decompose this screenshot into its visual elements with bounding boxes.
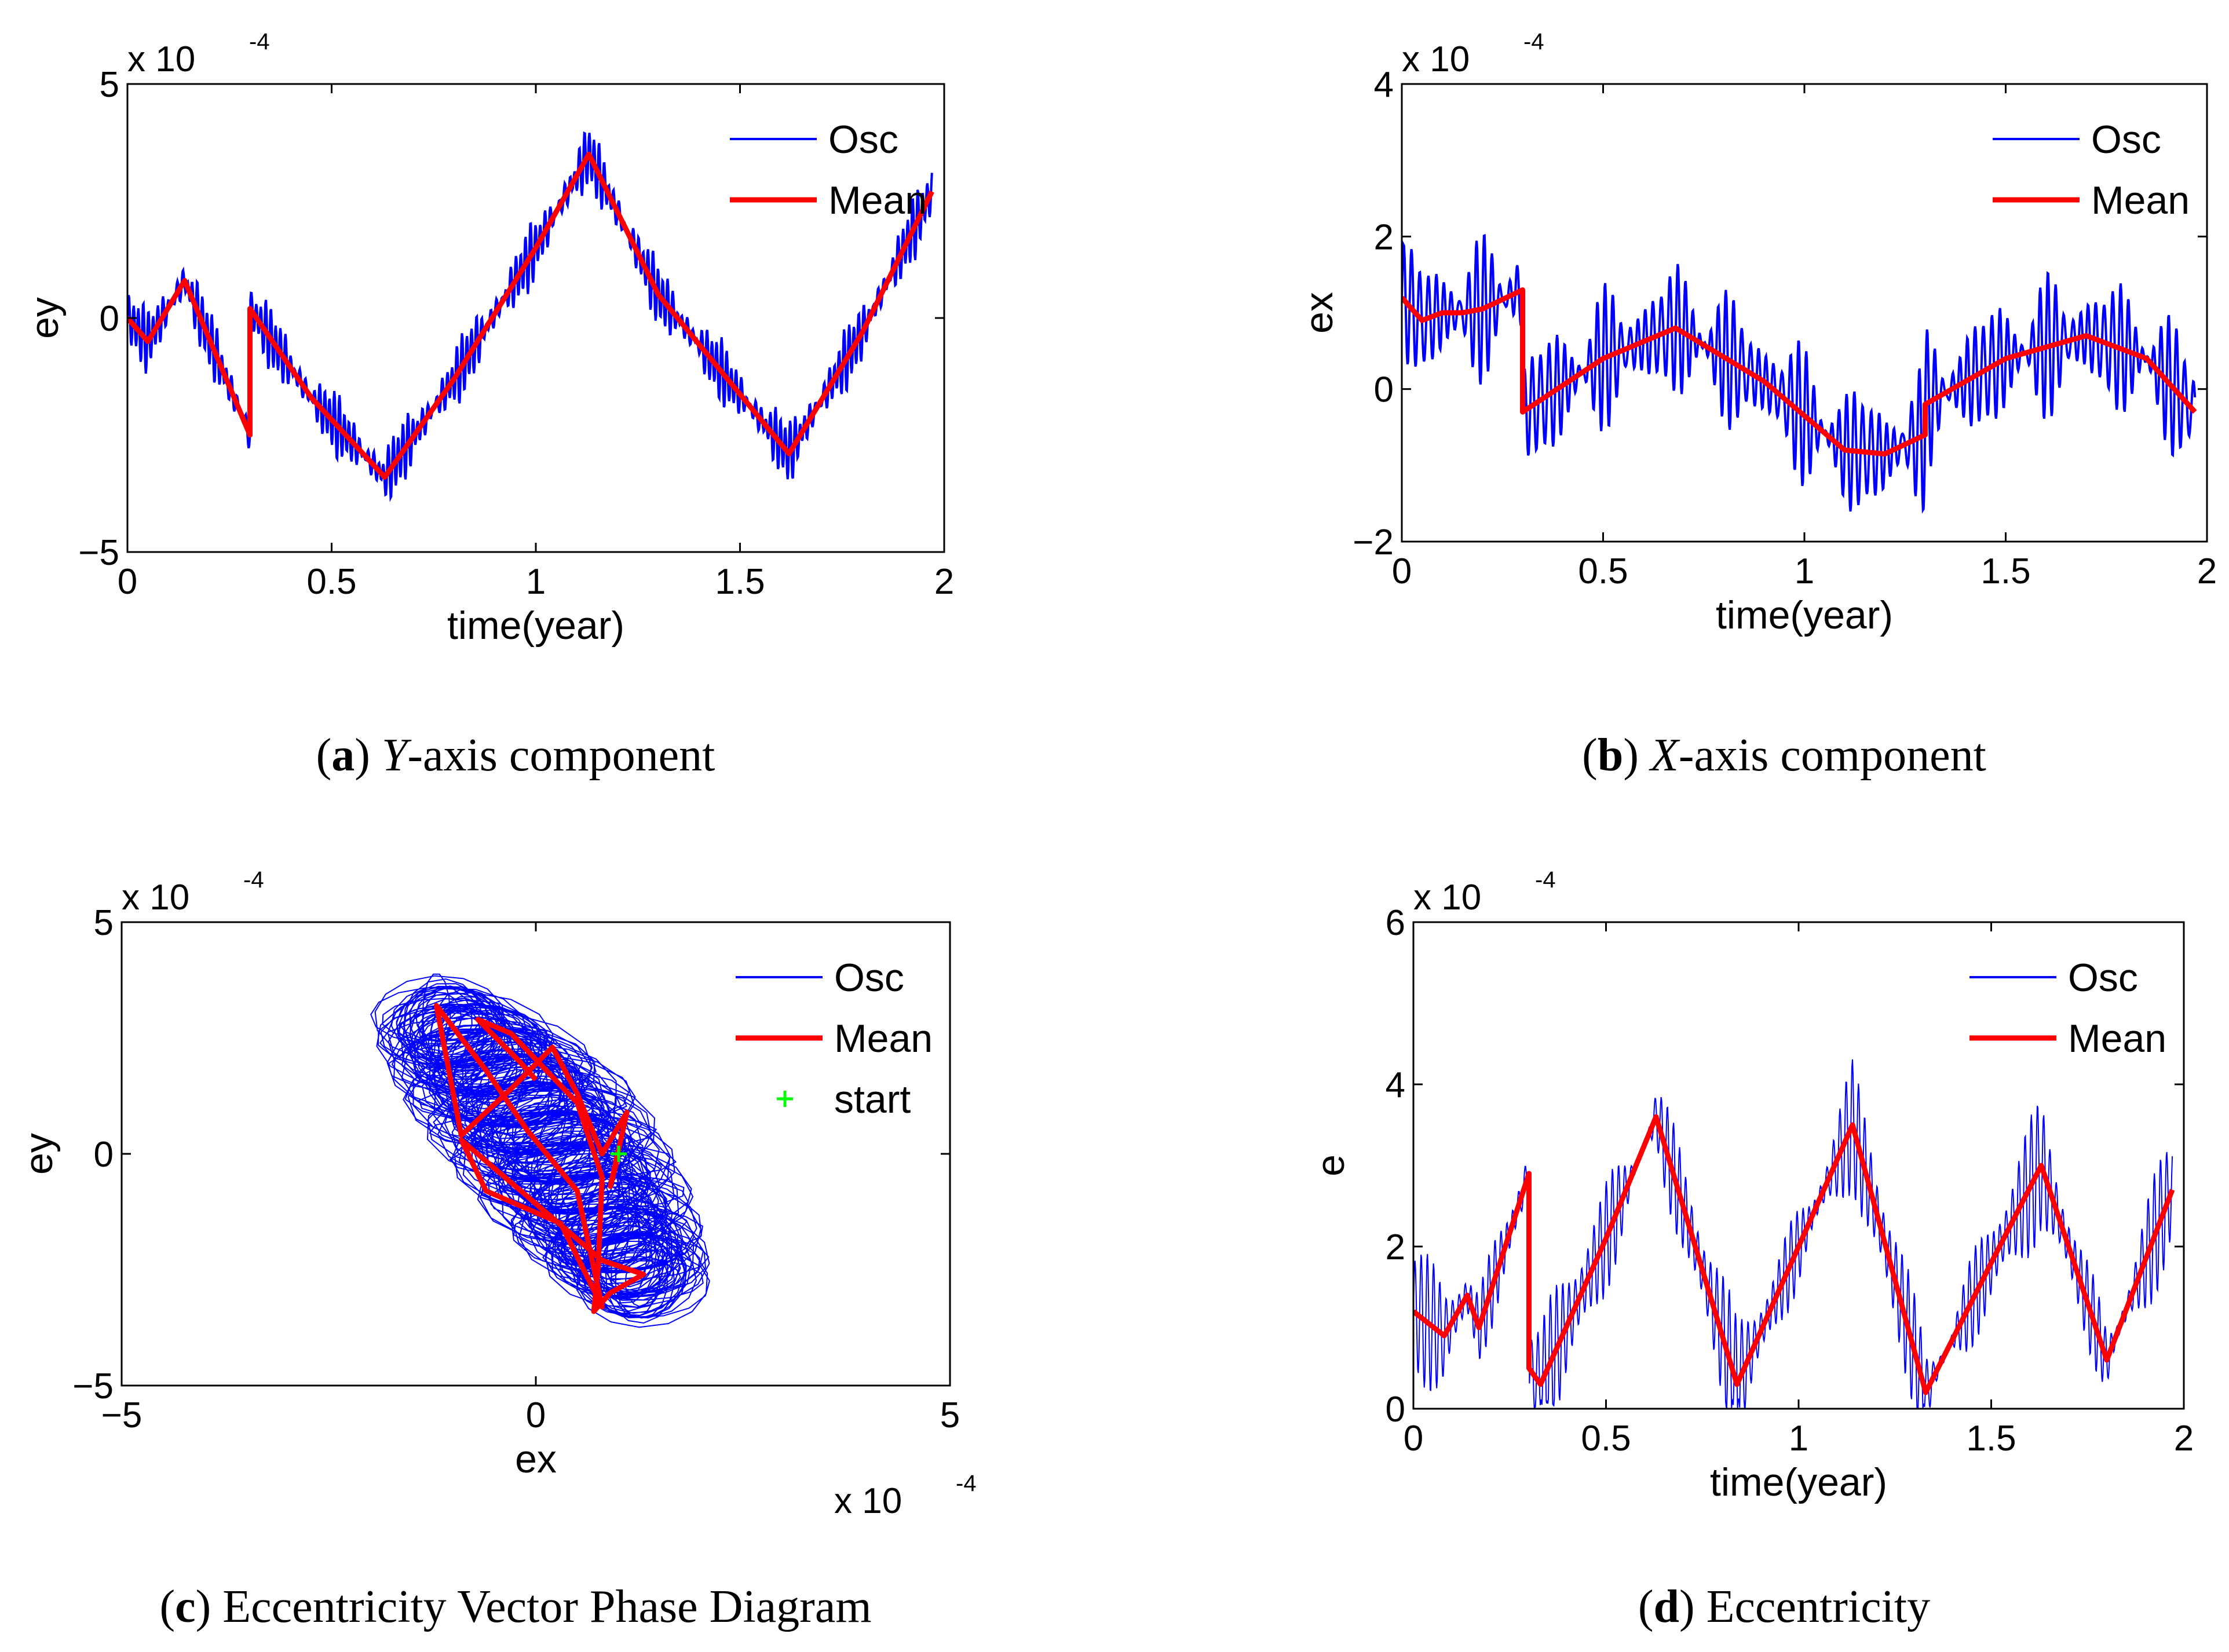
x-tick-label: 0 <box>118 562 137 602</box>
x-tick-label: 1 <box>526 562 546 602</box>
chart-c: −5 0 5 −5 0 5 ex ey x 10 -4 x 10 -4 Osc Mean start (c) … <box>17 867 977 1632</box>
y-tick-label: 0 <box>94 1135 114 1175</box>
x-axis-label: time(year) <box>1710 1460 1887 1504</box>
y-tick-label: 6 <box>1386 903 1405 943</box>
x-tick-label: 1.5 <box>715 562 765 602</box>
x-multiplier: x 10 <box>834 1481 902 1521</box>
x-tick-label: 0.5 <box>306 562 356 602</box>
y-axis-label: ey <box>17 1133 61 1175</box>
y-multiplier: x 10 <box>122 878 189 918</box>
y-tick-label: −5 <box>72 1366 114 1406</box>
legend-label-mean: Mean <box>834 1017 933 1061</box>
osc-line <box>1402 233 2197 514</box>
y-tick-label: 0 <box>100 299 119 339</box>
caption-ital: Y <box>382 730 412 781</box>
x-axis-label: time(year) <box>447 604 624 648</box>
start-marker <box>611 1146 627 1162</box>
legend-label-mean: Mean <box>828 178 927 222</box>
y-multiplier: x 10 <box>1413 878 1481 918</box>
mean-line <box>433 1003 646 1314</box>
caption-rest: -axis component <box>407 730 715 781</box>
caption-ital: X <box>1649 730 1680 781</box>
caption-letter: d <box>1654 1581 1680 1632</box>
legend-label-start: start <box>834 1077 911 1121</box>
x-tick-label: 0 <box>526 1395 546 1435</box>
y-axis-label: ex <box>1297 292 1341 334</box>
x-tick-label: 1 <box>1789 1419 1808 1459</box>
x-tick-label: 0 <box>1404 1419 1423 1459</box>
caption-letter: a <box>331 730 355 781</box>
legend-label-mean: Mean <box>2091 178 2190 222</box>
y-multiplier: x 10 <box>127 39 195 79</box>
mean-line <box>1413 1114 2175 1395</box>
x-tick-label: 2 <box>934 562 954 602</box>
x-tick-label: 0.5 <box>1581 1419 1631 1459</box>
x-tick-label: 0.5 <box>1578 551 1628 591</box>
legend-label-osc: Osc <box>828 118 898 162</box>
legend-label-osc: Osc <box>2091 118 2161 162</box>
x-tick-label: 5 <box>940 1395 960 1435</box>
legend-label-osc: Osc <box>2068 956 2138 1000</box>
y-tick-label: 2 <box>1374 217 1394 257</box>
y-tick-label: −2 <box>1353 522 1394 562</box>
y-multiplier-exp: -4 <box>1523 29 1544 54</box>
legend-label-osc: Osc <box>834 956 904 1000</box>
y-tick-label: 4 <box>1386 1065 1405 1105</box>
y-tick-label: 5 <box>94 903 114 943</box>
caption-b: (b) X-axis component <box>1582 730 1986 781</box>
x-tick-label: 1.5 <box>1966 1419 2016 1459</box>
y-multiplier-exp: -4 <box>249 29 270 54</box>
osc-cloud <box>370 973 710 1328</box>
osc-line <box>127 131 933 502</box>
chart-d: 0 0.5 1 1.5 2 0 2 4 6 time(year) e x 10 -4 Osc Mean (d)… <box>1309 867 2194 1632</box>
x-tick-label: 0 <box>1392 551 1412 591</box>
x-tick-label: 1.5 <box>1980 551 2030 591</box>
caption-rest: -axis component <box>1679 730 1986 781</box>
y-multiplier-exp: -4 <box>1535 867 1556 893</box>
caption-letter: c <box>175 1581 196 1632</box>
y-tick-label: 5 <box>100 65 119 105</box>
caption-rest: Eccentricity <box>1707 1581 1930 1632</box>
x-axis-label: time(year) <box>1716 593 1893 637</box>
plot-area-a <box>127 131 934 502</box>
x-axis-label: ex <box>515 1437 557 1481</box>
caption-a: (a) Y-axis component <box>316 730 715 781</box>
y-multiplier: x 10 <box>1402 39 1470 79</box>
caption-letter: b <box>1598 730 1624 781</box>
legend-label-mean: Mean <box>2068 1017 2166 1061</box>
y-multiplier-exp: -4 <box>243 867 264 893</box>
y-tick-label: 2 <box>1386 1227 1405 1267</box>
osc-line <box>1413 1059 2173 1409</box>
y-tick-label: 0 <box>1374 370 1394 410</box>
plot-area-b <box>1402 233 2197 514</box>
caption-rest: Eccentricity Vector Phase Diagram <box>222 1581 871 1632</box>
x-tick-label: 2 <box>2197 551 2217 591</box>
x-tick-label: 1 <box>1795 551 1814 591</box>
plot-area-d <box>1413 1059 2175 1409</box>
caption-c: (c) Eccentricity Vector Phase Diagram <box>159 1581 871 1632</box>
y-tick-label: 0 <box>1386 1390 1405 1430</box>
caption-d: (d) Eccentricity <box>1638 1581 1930 1632</box>
x-tick-label: −5 <box>101 1395 142 1435</box>
y-axis-label: e <box>1309 1154 1353 1176</box>
x-multiplier-exp: -4 <box>956 1471 977 1496</box>
mean-line <box>1402 287 2197 457</box>
legend-start-marker <box>777 1091 793 1107</box>
x-tick-label: 2 <box>2174 1419 2194 1459</box>
y-tick-label: 4 <box>1374 65 1394 105</box>
plot-area-c <box>370 973 710 1328</box>
mean-line <box>127 151 934 480</box>
y-tick-label: −5 <box>78 533 119 573</box>
y-axis-label: ey <box>23 297 67 339</box>
